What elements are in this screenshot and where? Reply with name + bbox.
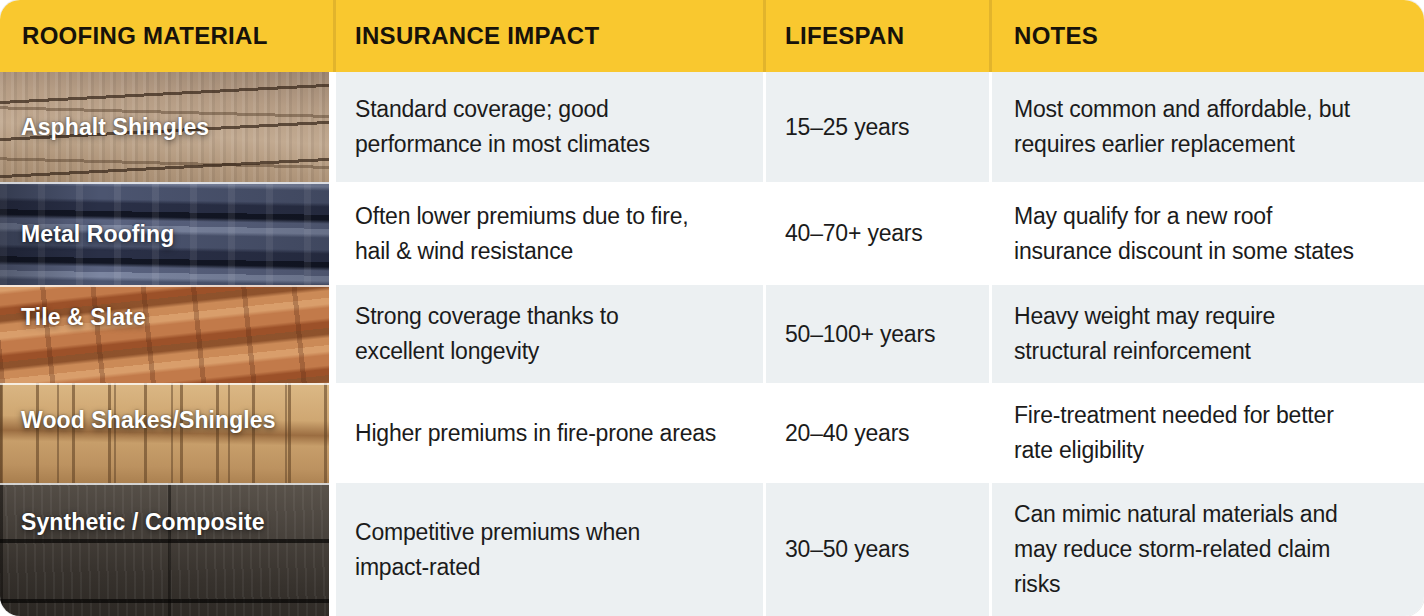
material-label: Metal Roofing: [21, 220, 174, 247]
notes-cell: Fire-treatment needed for better rate el…: [989, 383, 1424, 483]
column-header-roofing-material: ROOFING MATERIAL: [0, 0, 333, 72]
insurance-impact-cell: Often lower premiums due to fire, hail &…: [333, 182, 763, 285]
notes-cell: May qualify for a new roof insurance dis…: [989, 182, 1424, 285]
material-label: Tile & Slate: [21, 304, 146, 331]
notes-cell: Most common and affordable, but requires…: [989, 72, 1424, 182]
notes-cell: Heavy weight may require structural rein…: [989, 285, 1424, 383]
insurance-impact-cell: Competitive premiums when impact-rated: [333, 483, 763, 616]
insurance-impact-cell: Higher premiums in fire-prone areas: [333, 383, 763, 483]
lifespan-cell: 30–50 years: [763, 483, 989, 616]
column-header-notes: NOTES: [989, 0, 1424, 72]
column-header-insurance-impact: INSURANCE IMPACT: [333, 0, 763, 72]
lifespan-cell: 15–25 years: [763, 72, 989, 182]
notes-cell: Can mimic natural materials and may redu…: [989, 483, 1424, 616]
roofing-comparison-table: ROOFING MATERIAL INSURANCE IMPACT LIFESP…: [0, 0, 1424, 616]
wood-shakes-photo: Wood Shakes/Shingles: [0, 383, 333, 483]
insurance-impact-cell: Standard coverage; good performance in m…: [333, 72, 763, 182]
material-label: Asphalt Shingles: [21, 114, 209, 141]
lifespan-cell: 20–40 years: [763, 383, 989, 483]
insurance-impact-cell: Strong coverage thanks to excellent long…: [333, 285, 763, 383]
material-label: Wood Shakes/Shingles: [21, 407, 276, 434]
lifespan-cell: 50–100+ years: [763, 285, 989, 383]
asphalt-shingles-photo: Asphalt Shingles: [0, 72, 333, 182]
material-label: Synthetic / Composite: [21, 508, 265, 535]
column-header-lifespan: LIFESPAN: [763, 0, 989, 72]
synthetic-composite-photo: Synthetic / Composite: [0, 483, 333, 616]
metal-roofing-photo: Metal Roofing: [0, 182, 333, 285]
tile-slate-photo: Tile & Slate: [0, 285, 333, 383]
lifespan-cell: 40–70+ years: [763, 182, 989, 285]
